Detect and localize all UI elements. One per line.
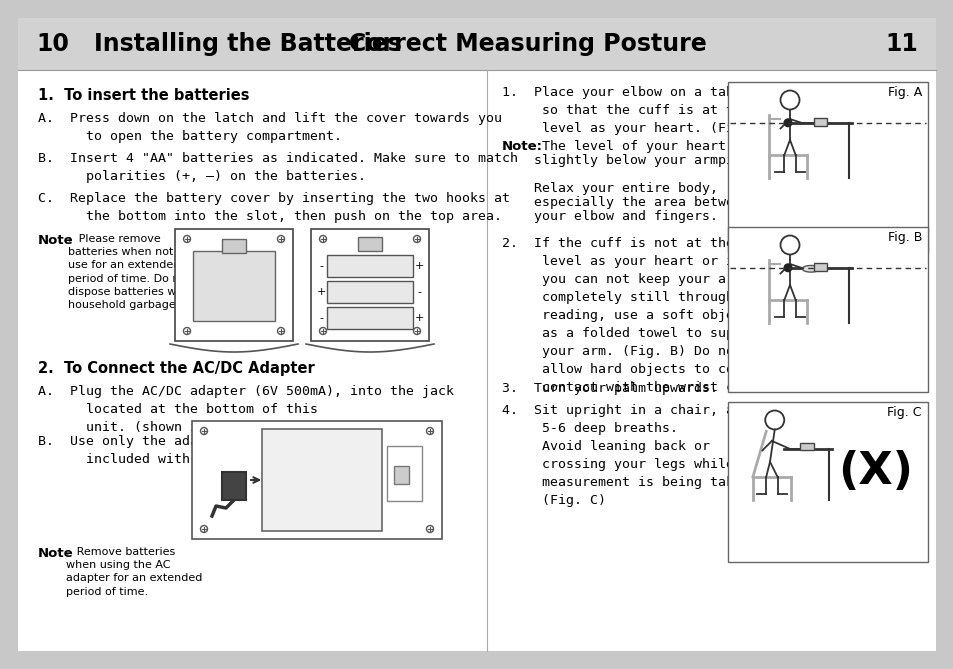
Circle shape xyxy=(183,235,191,242)
Text: 3.  Turn your palm upwards.: 3. Turn your palm upwards. xyxy=(501,382,718,395)
Text: A.  Plug the AC/DC adapter (6V 500mA), into the jack
      located at the bottom: A. Plug the AC/DC adapter (6V 500mA), in… xyxy=(38,385,454,434)
Text: The level of your heart is: The level of your heart is xyxy=(534,140,749,153)
Bar xyxy=(311,229,429,341)
Text: 1.  To insert the batteries: 1. To insert the batteries xyxy=(38,88,250,103)
Circle shape xyxy=(783,264,791,272)
Bar xyxy=(327,281,413,303)
Text: :  Remove batteries
when using the AC
adapter for an extended
period of time.: : Remove batteries when using the AC ada… xyxy=(66,547,202,597)
Text: Relax your entire body,: Relax your entire body, xyxy=(534,182,718,195)
Bar xyxy=(800,443,813,450)
Bar xyxy=(394,466,409,484)
Bar xyxy=(727,402,927,562)
Bar xyxy=(357,237,381,251)
Text: Note: Note xyxy=(38,234,73,247)
Text: C.  Replace the battery cover by inserting the two hooks at
      the bottom int: C. Replace the battery cover by insertin… xyxy=(38,192,510,223)
Text: slightly below your armpit.: slightly below your armpit. xyxy=(534,154,749,167)
Text: Correct Measuring Posture: Correct Measuring Posture xyxy=(349,32,706,56)
Circle shape xyxy=(780,235,799,254)
Text: -: - xyxy=(318,313,323,323)
Bar xyxy=(727,227,927,392)
Text: -: - xyxy=(416,287,420,297)
Circle shape xyxy=(183,328,191,334)
Text: 2.  If the cuff is not at the same
     level as your heart or if
     you can n: 2. If the cuff is not at the same level … xyxy=(501,237,789,394)
Circle shape xyxy=(413,328,420,334)
Text: 2.  To Connect the AC/DC Adapter: 2. To Connect the AC/DC Adapter xyxy=(38,361,314,376)
Text: 10: 10 xyxy=(36,32,69,56)
Text: +: + xyxy=(316,287,325,297)
Circle shape xyxy=(200,427,208,434)
Bar xyxy=(174,229,293,341)
Bar xyxy=(18,18,935,70)
Bar xyxy=(327,255,413,277)
Text: 1.  Place your elbow on a table
     so that the cuff is at the same
     level : 1. Place your elbow on a table so that t… xyxy=(501,86,789,135)
Circle shape xyxy=(426,526,433,533)
Circle shape xyxy=(426,427,433,434)
Text: +: + xyxy=(414,313,423,323)
Circle shape xyxy=(277,328,284,334)
Text: Fig. A: Fig. A xyxy=(887,86,921,99)
Text: +: + xyxy=(414,261,423,271)
Bar xyxy=(262,429,381,531)
Circle shape xyxy=(783,119,791,126)
Circle shape xyxy=(319,328,326,334)
Bar xyxy=(727,82,927,252)
Circle shape xyxy=(764,411,783,429)
Text: :  Please remove
batteries when not in
use for an extended
period of time. Do no: : Please remove batteries when not in us… xyxy=(68,234,191,310)
Text: B.  Use only the adapter
      included with this unit.: B. Use only the adapter included with th… xyxy=(38,435,277,466)
Bar xyxy=(327,307,413,329)
Bar xyxy=(192,421,441,539)
Text: your elbow and fingers.: your elbow and fingers. xyxy=(534,210,718,223)
Ellipse shape xyxy=(801,266,819,272)
Text: Note: Note xyxy=(38,547,73,560)
Bar xyxy=(387,446,421,501)
Text: Fig. B: Fig. B xyxy=(886,231,921,244)
Circle shape xyxy=(277,235,284,242)
Bar xyxy=(222,472,246,500)
Text: Avoid leaning back or
     crossing your legs while the
     measurement is bein: Avoid leaning back or crossing your legs… xyxy=(501,440,765,507)
Bar xyxy=(813,118,826,126)
Text: 11: 11 xyxy=(884,32,917,56)
Text: 4.  Sit upright in a chair, and take
     5-6 deep breaths.: 4. Sit upright in a chair, and take 5-6 … xyxy=(501,404,789,435)
Bar xyxy=(222,239,246,253)
Text: B.  Insert 4 "AA" batteries as indicated. Make sure to match
      polarities (+: B. Insert 4 "AA" batteries as indicated.… xyxy=(38,152,517,183)
Circle shape xyxy=(413,235,420,242)
Text: (X): (X) xyxy=(838,450,913,494)
Text: Note:: Note: xyxy=(501,140,542,153)
Circle shape xyxy=(200,526,208,533)
Bar xyxy=(193,251,274,321)
Text: especially the area between: especially the area between xyxy=(534,196,749,209)
Bar xyxy=(813,263,826,271)
Circle shape xyxy=(780,90,799,110)
Text: A.  Press down on the latch and lift the cover towards you
      to open the bat: A. Press down on the latch and lift the … xyxy=(38,112,501,143)
Text: -: - xyxy=(318,261,323,271)
Text: Installing the Batteries: Installing the Batteries xyxy=(94,32,401,56)
Circle shape xyxy=(319,235,326,242)
Text: Fig. C: Fig. C xyxy=(886,406,921,419)
